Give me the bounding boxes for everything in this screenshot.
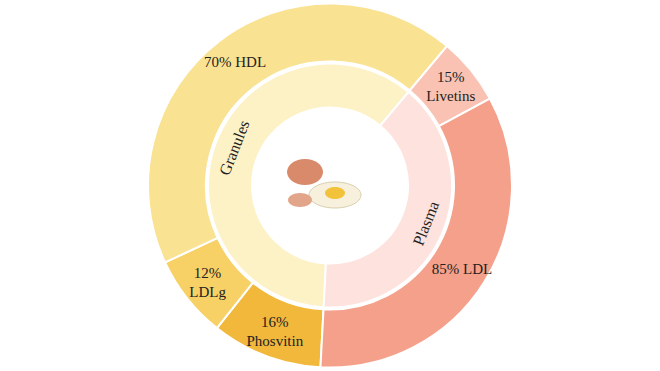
svg-text:Plasma: Plasma	[409, 199, 442, 248]
svg-text:Phosvitin: Phosvitin	[246, 333, 303, 349]
svg-text:85% LDL: 85% LDL	[432, 261, 492, 277]
svg-text:Granules: Granules	[216, 118, 253, 178]
svg-text:70% HDL: 70% HDL	[204, 54, 266, 70]
svg-text:12%: 12%	[194, 265, 222, 281]
svg-text:LDLg: LDLg	[189, 284, 226, 300]
svg-text:15%: 15%	[437, 69, 465, 85]
svg-text:16%: 16%	[261, 314, 289, 330]
svg-text:Livetins: Livetins	[426, 88, 475, 104]
